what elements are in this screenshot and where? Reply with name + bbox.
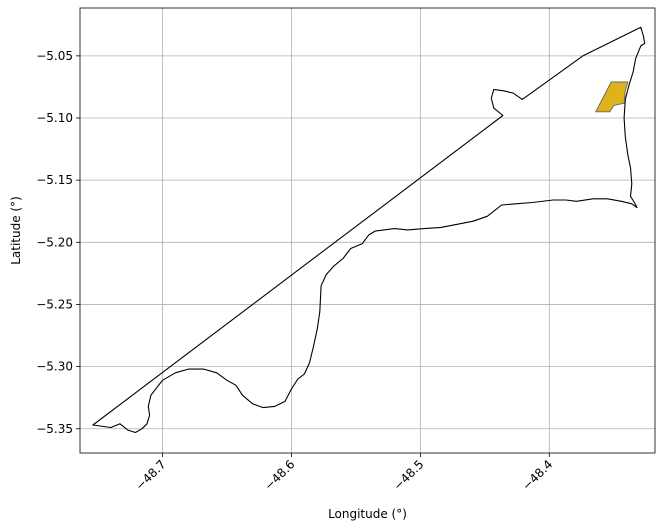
y-tick-label: −5.25: [36, 297, 73, 311]
y-tick-label: −5.10: [36, 111, 73, 125]
plot-area: [92, 26, 646, 434]
municipality-boundary: [92, 26, 646, 434]
y-axis-ticks: −5.05 −5.10 −5.15 −5.20 −5.25 −5.30 −5.35: [36, 49, 80, 436]
y-tick-label: −5.05: [36, 49, 73, 63]
y-tick-label: −5.35: [36, 422, 73, 436]
y-axis-label: Latitude (°): [9, 196, 23, 265]
y-tick-label: −5.30: [36, 360, 73, 374]
grid-lines: [80, 8, 655, 453]
x-axis-label: Longitude (°): [328, 507, 407, 521]
highlighted-area: [594, 81, 629, 113]
plot-frame: [79, 7, 656, 454]
y-tick-label: −5.15: [36, 173, 73, 187]
y-tick-label: −5.20: [36, 235, 73, 249]
